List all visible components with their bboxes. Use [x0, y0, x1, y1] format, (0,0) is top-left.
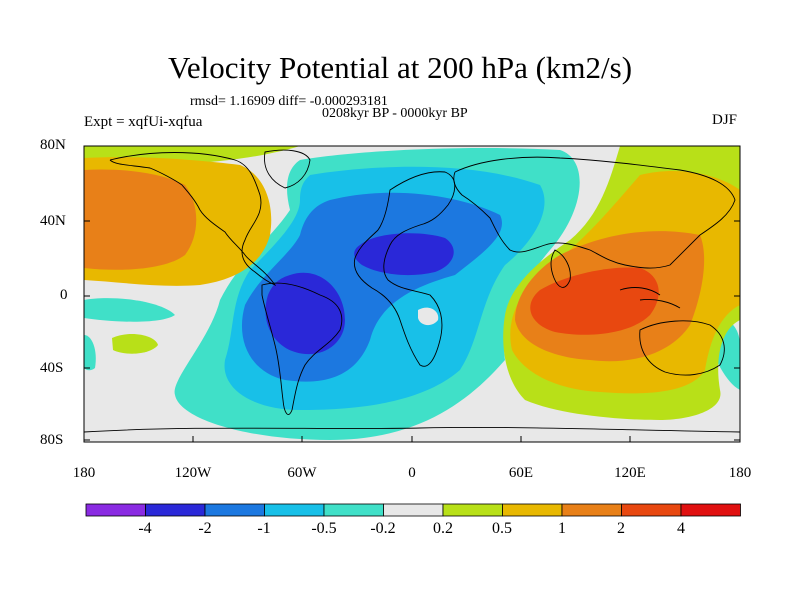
colorbar-swatch [561, 503, 622, 517]
lat-label: 80S [40, 432, 64, 448]
colorbar [85, 503, 741, 517]
contour-neg-patch-pacific [84, 298, 175, 322]
lat-label: 80N [40, 137, 66, 153]
contour-pos-np-1 [84, 169, 197, 270]
colorbar-swatch [680, 503, 741, 517]
contour-pos-2 [530, 267, 659, 335]
stats-line: rmsd= 1.16909 diff= -0.000293181 [190, 94, 388, 109]
colorbar-label: -1 [257, 520, 271, 537]
contour-neg-patch-sw-pacific [84, 335, 96, 371]
lat-label: 40N [40, 213, 66, 229]
colorbar-swatch [383, 503, 444, 517]
lon-label: 0 [408, 465, 416, 481]
contour-neg-2-south-america [265, 272, 345, 355]
colorbar-swatch [323, 503, 384, 517]
contour-neg-2-sahara [354, 233, 454, 276]
contour-field [84, 146, 740, 442]
colorbar-label: -0.2 [370, 520, 396, 537]
colorbar-label: -2 [198, 520, 212, 537]
lon-label: 60E [508, 465, 534, 481]
lat-label: 40S [40, 360, 64, 376]
colorbar-swatch [442, 503, 503, 517]
lon-label: 120E [614, 465, 646, 481]
coastlines [84, 149, 740, 433]
colorbar-swatch [204, 503, 265, 517]
colorbar-swatch [621, 503, 682, 517]
colorbar-label: 4 [677, 520, 685, 537]
colorbar-label: 1 [558, 520, 566, 537]
lon-label: 180 [72, 465, 96, 481]
map-title: Velocity Potential at 200 hPa (km2/s) [167, 50, 633, 85]
lon-label: 60W [287, 465, 317, 481]
contour-pos-patch-south-pacific [112, 334, 158, 354]
axis-ticks [83, 145, 741, 442]
lon-label: 180 [728, 465, 752, 481]
colorbar-label: 0.2 [433, 520, 453, 537]
period-label: 0208kyr BP - 0000kyr BP [322, 106, 468, 121]
colorbar-label: 2 [617, 520, 625, 537]
colorbar-swatch [502, 503, 563, 517]
lon-label: 120W [174, 465, 212, 481]
lat-label: 0 [60, 287, 68, 303]
contour-small-zero-patch [418, 307, 439, 326]
season-label: DJF [712, 112, 738, 128]
colorbar-swatch [145, 503, 206, 517]
colorbar-label: -0.5 [311, 520, 337, 537]
colorbar-swatch [264, 503, 325, 517]
experiment-label: Expt = xqfUi-xqfua [84, 114, 203, 130]
colorbar-swatch [85, 503, 146, 517]
colorbar-label: 0.5 [492, 520, 512, 537]
colorbar-label: -4 [138, 520, 152, 537]
